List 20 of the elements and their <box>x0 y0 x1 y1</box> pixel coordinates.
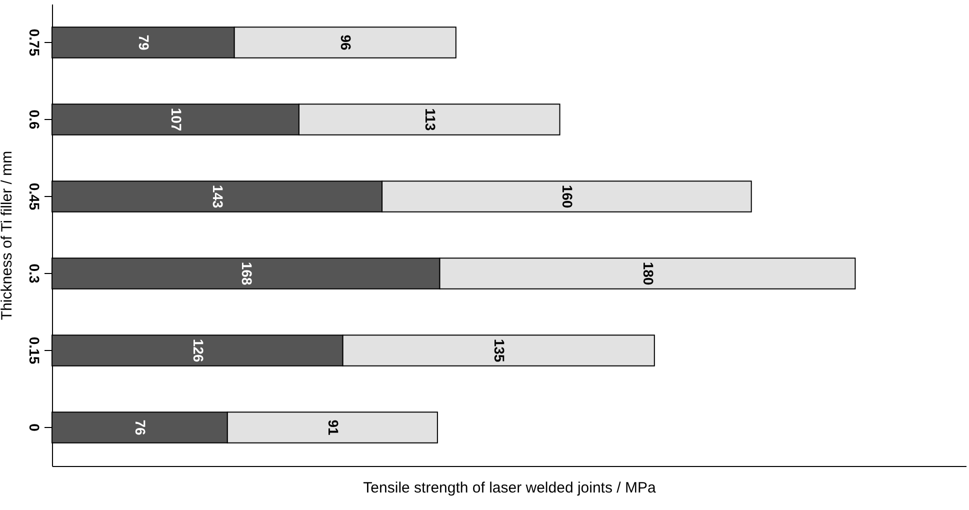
data-label: 168 <box>238 262 255 286</box>
data-label: 96 <box>338 34 354 50</box>
data-label: 126 <box>190 338 206 362</box>
y-tick-label: 0.15 <box>26 336 42 364</box>
y-tick-label: 0 <box>26 424 42 432</box>
data-label: 113 <box>422 108 438 132</box>
data-label: 76 <box>132 420 149 436</box>
y-tick-label: 0.3 <box>26 264 42 284</box>
data-label: 180 <box>640 262 656 286</box>
y-tick-label: 0.45 <box>26 182 42 210</box>
data-label: 143 <box>210 184 226 208</box>
data-label: 135 <box>492 338 508 362</box>
data-label: 79 <box>136 34 152 50</box>
x-axis-title: Tensile strength of laser welded joints / MPa <box>363 480 656 496</box>
y-tick-label: 0.6 <box>26 110 42 130</box>
y-axis-title: Thickness of Ti filler / mm <box>0 150 16 320</box>
data-label: 160 <box>560 184 576 208</box>
data-label: 107 <box>168 108 184 132</box>
data-label: 91 <box>325 420 342 436</box>
y-tick-label: 0.75 <box>26 28 42 56</box>
